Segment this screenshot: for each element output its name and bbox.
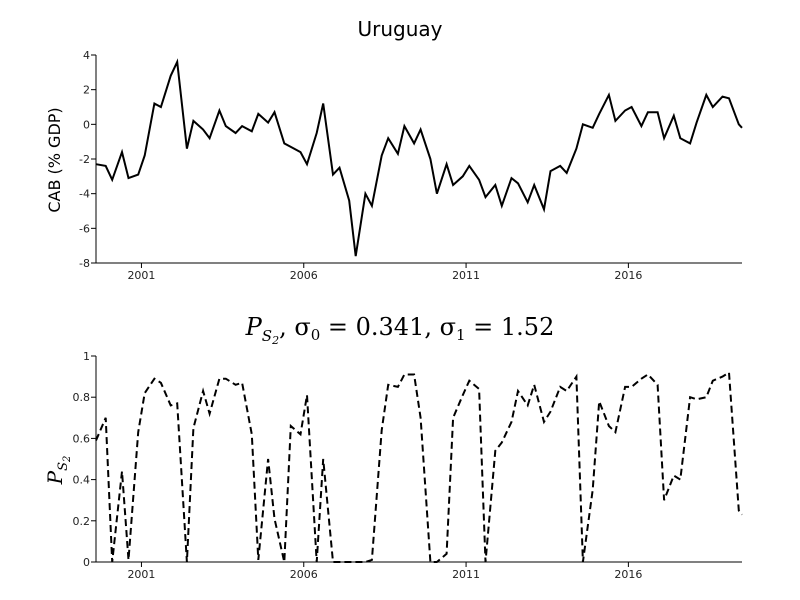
- top-chart-title: Uruguay: [358, 17, 443, 41]
- bottom-chart-x-ticks: 2001 2006 2011 2016: [127, 562, 642, 581]
- top-chart-x-tick-label: 2011: [452, 269, 480, 282]
- bottom-chart-x-tick-label: 2016: [614, 568, 642, 581]
- top-chart-x-tick-label: 2016: [614, 269, 642, 282]
- bottom-chart-x-tick-label: 2006: [290, 568, 318, 581]
- bottom-chart-y-tick-label: 0: [83, 556, 90, 569]
- bottom-chart-y-tick-label: 0.2: [73, 515, 91, 528]
- top-chart-y-tick-label: -4: [79, 188, 90, 201]
- bottom-chart-x-tick-label: 2001: [127, 568, 155, 581]
- bottom-chart-y-tick-label: 0.8: [73, 391, 91, 404]
- top-chart-y-ticks: -8 -6 -4 -2 0 2 4: [79, 49, 96, 270]
- bottom-chart-title: PS2, σ0 = 0.341, σ1 = 1.52: [245, 313, 555, 347]
- top-chart-x-tick-label: 2001: [127, 269, 155, 282]
- top-chart-series-line: [95, 58, 743, 257]
- top-chart-y-tick-label: -2: [79, 153, 90, 166]
- top-chart-y-tick-label: -8: [79, 257, 90, 270]
- top-chart-x-ticks: 2001 2006 2011 2016: [127, 263, 642, 282]
- top-chart-y-tick-label: -6: [79, 222, 90, 235]
- top-chart-y-tick-label: 4: [83, 49, 90, 62]
- top-chart-x-tick-label: 2006: [290, 269, 318, 282]
- top-chart: Uruguay CAB (% GDP) -8 -6 -4 -2 0 2 4 2001 2006…: [45, 17, 743, 282]
- top-chart-y-axis-label: CAB (% GDP): [45, 107, 64, 212]
- bottom-chart-y-tick-label: 0.6: [73, 432, 91, 445]
- bottom-chart-y-tick-label: 1: [83, 350, 90, 363]
- bottom-chart-y-ticks: 0 0.2 0.4 0.6 0.8 1: [73, 350, 96, 569]
- bottom-chart-y-tick-label: 0.4: [73, 474, 91, 487]
- top-chart-y-tick-label: 0: [83, 118, 90, 131]
- top-chart-y-tick-label: 2: [83, 84, 90, 97]
- bottom-chart: PS2, σ0 = 0.341, σ1 = 1.52 PS2 0 0.2 0.4 0.…: [43, 313, 743, 581]
- bottom-chart-y-axis-label: PS2: [43, 456, 73, 486]
- bottom-chart-series-line: [95, 370, 743, 563]
- bottom-chart-x-tick-label: 2011: [452, 568, 480, 581]
